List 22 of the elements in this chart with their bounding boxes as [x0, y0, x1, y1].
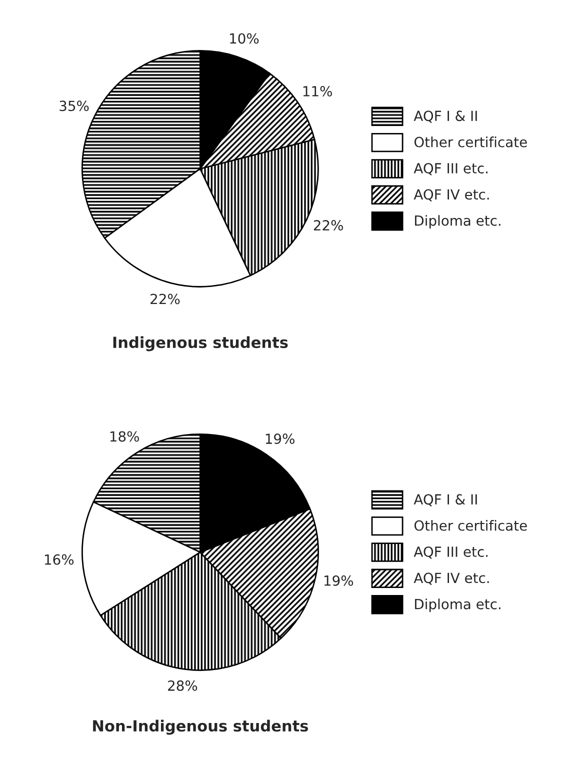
legend-label: AQF III etc.	[414, 162, 488, 176]
legend-label: AQF IV etc.	[414, 189, 489, 202]
text: Indigenous students	[113, 336, 288, 352]
legend-label: Other certificate	[414, 520, 527, 531]
legend-label: AQF III etc.	[414, 546, 488, 559]
legend-label: AQF I & II	[414, 494, 477, 506]
data-label: 28%	[168, 680, 198, 691]
data-label: 19%	[324, 575, 354, 586]
data-label: 19%	[266, 434, 294, 444]
legend-label: Diploma etc.	[415, 215, 500, 229]
data-label: 35%	[60, 100, 89, 112]
legend-label: Other certificate	[414, 136, 527, 148]
legend-label: Diploma etc.	[415, 598, 500, 612]
data-label: 22%	[150, 294, 180, 304]
data-label: 16%	[44, 554, 74, 565]
data-label: 11%	[303, 86, 332, 96]
data-label: 10%	[230, 33, 259, 44]
text: Non-Indigenous students	[93, 720, 308, 735]
legend-label: AQF I & II	[414, 110, 477, 123]
data-label: 22%	[314, 220, 343, 231]
data-label: 18%	[110, 431, 139, 442]
legend-label: AQF IV etc.	[414, 572, 489, 585]
